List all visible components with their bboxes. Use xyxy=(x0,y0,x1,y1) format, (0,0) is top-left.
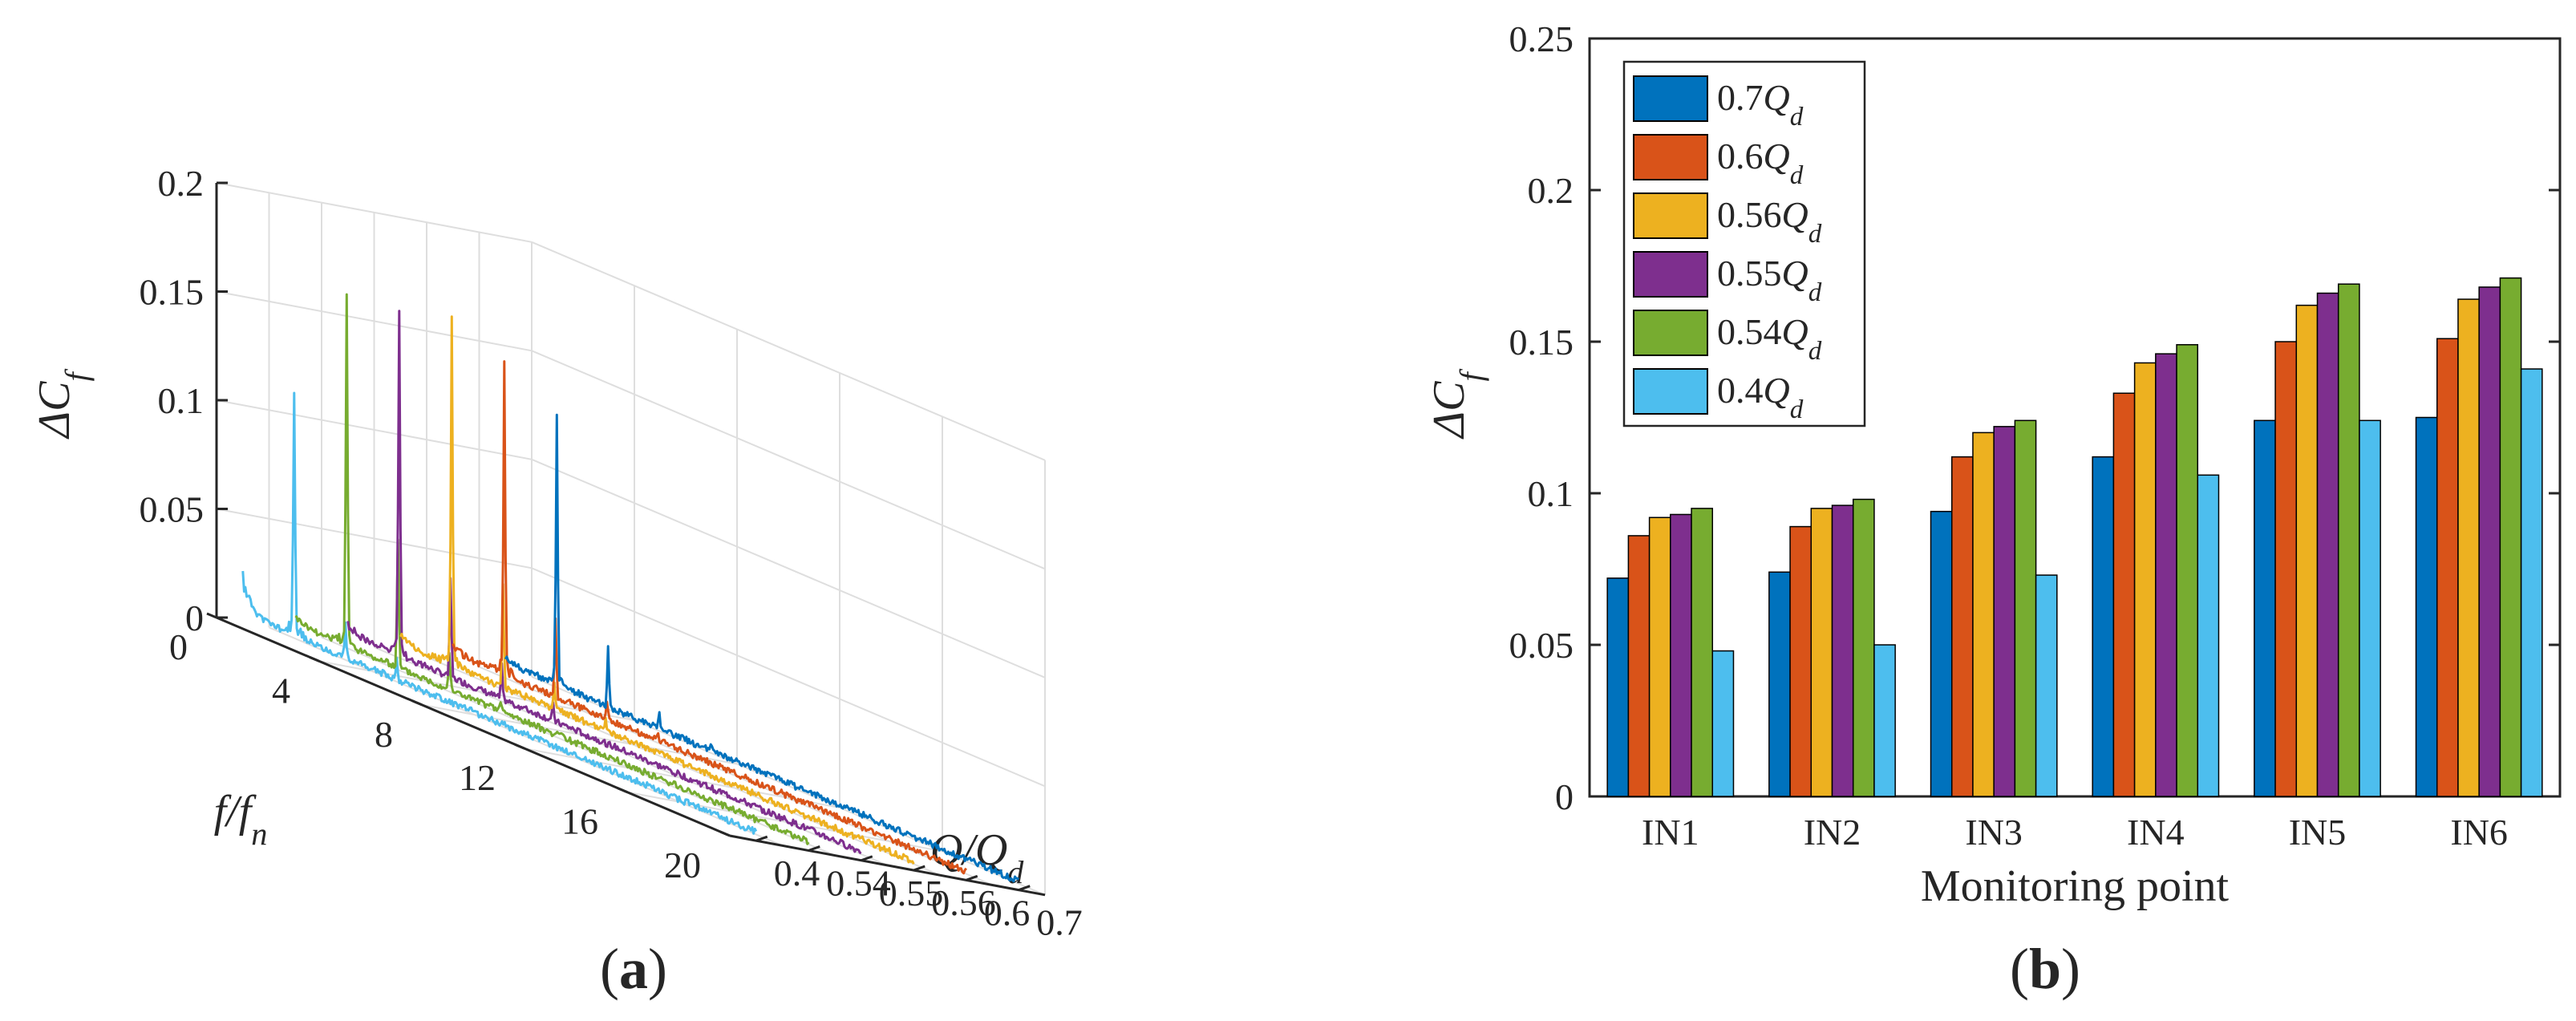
y-tick-label: 0.4 xyxy=(774,853,820,893)
grid-line xyxy=(532,350,1045,569)
bar-IN1-0-56 xyxy=(1650,517,1671,796)
bar-IN4-0-6 xyxy=(2113,393,2134,796)
y-tick-label: 0.7 xyxy=(1036,902,1083,943)
legend-swatch-0-4 xyxy=(1634,369,1707,414)
bar-IN1-0-6 xyxy=(1628,536,1649,796)
bar-IN1-0-4 xyxy=(1712,651,1733,796)
bar-IN6-0-4 xyxy=(2521,369,2542,796)
y-tick-label: 0.1 xyxy=(1528,473,1574,514)
y-tick-label: 0 xyxy=(1555,776,1574,817)
bar-IN3-0-7 xyxy=(1931,512,1952,796)
bar-IN4-0-4 xyxy=(2197,475,2218,796)
x-tick-label: 12 xyxy=(459,757,496,798)
x-tick-mark xyxy=(720,832,730,836)
bar-IN6-0-7 xyxy=(2416,418,2437,797)
spectrum-line-0-6 xyxy=(453,362,966,873)
x-tick-label: 8 xyxy=(375,714,393,755)
bar-IN5-0-4 xyxy=(2359,420,2380,796)
bar-IN2-0-56 xyxy=(1811,508,1832,796)
x-axis-label: f/fn xyxy=(214,787,268,852)
bar-IN3-0-6 xyxy=(1952,457,1973,796)
grid-line xyxy=(269,627,783,845)
bar-IN3-0-55 xyxy=(1994,427,2015,796)
x-axis-line xyxy=(217,618,730,836)
bar-IN2-0-7 xyxy=(1769,572,1790,796)
bar-IN1-0-7 xyxy=(1607,578,1628,796)
x-tick-label: 0 xyxy=(169,626,188,667)
legend-swatch-0-6 xyxy=(1634,135,1707,180)
spectrum-line-0-4 xyxy=(243,393,756,833)
grid-line xyxy=(532,242,1045,460)
x-tick-label: 4 xyxy=(272,670,290,711)
z-tick-label: 0.2 xyxy=(158,163,205,204)
bar-IN2-0-55 xyxy=(1833,505,1853,796)
z-tick-label: 0.15 xyxy=(140,272,205,313)
legend-swatch-0-54 xyxy=(1634,310,1707,355)
x-tick-mark xyxy=(207,614,217,618)
x-tick-label: IN3 xyxy=(1965,812,2023,853)
y-tick-label: 0.2 xyxy=(1528,170,1574,211)
x-tick-mark xyxy=(412,701,422,705)
legend-swatch-0-55 xyxy=(1634,252,1707,297)
bar-IN2-0-54 xyxy=(1853,500,1874,796)
legend-swatch-0-7 xyxy=(1634,76,1707,121)
grid-line xyxy=(532,460,1045,678)
bar-IN3-0-56 xyxy=(1973,432,1994,796)
spectrum-line-0-55 xyxy=(348,311,861,853)
figure: 00.050.10.150.2048121620 0.4 0.540.550.560… xyxy=(0,0,2576,1021)
x-tick-label: IN4 xyxy=(2127,812,2185,853)
y-axis-label: ΔCf xyxy=(1424,368,1489,439)
x-tick-mark xyxy=(618,788,627,792)
legend-swatch-0-56 xyxy=(1634,193,1707,238)
x-tick-mark xyxy=(515,744,525,748)
bar-IN1-0-54 xyxy=(1691,508,1712,796)
z-tick-label: 0 xyxy=(185,598,204,638)
bar-IN4-0-55 xyxy=(2156,354,2177,796)
z-tick-label: 0.05 xyxy=(140,489,205,530)
x-tick-label: IN2 xyxy=(1804,812,1861,853)
x-tick-mark xyxy=(310,657,319,661)
bar-IN6-0-54 xyxy=(2500,278,2521,796)
panel-b-bar-chart: 0 0.05 0.1 0.15 0.2 0.25 IN1 IN2 IN3 IN4 IN5 IN6 Mon… xyxy=(1424,18,2560,911)
bar-IN4-0-56 xyxy=(2135,363,2156,796)
bar-IN3-0-4 xyxy=(2036,575,2057,796)
bar-IN6-0-55 xyxy=(2479,287,2500,796)
bar-IN3-0-54 xyxy=(2015,420,2035,796)
bar-IN2-0-4 xyxy=(1874,645,1895,796)
bar-IN5-0-54 xyxy=(2339,284,2359,796)
bar-IN4-0-54 xyxy=(2177,345,2197,796)
y-tick-label: 0.25 xyxy=(1509,18,1574,59)
y-tick-label: 0.05 xyxy=(1509,625,1574,666)
bar-IN5-0-6 xyxy=(2275,342,2296,796)
bar-IN2-0-6 xyxy=(1790,527,1811,796)
z-tick-label: 0.1 xyxy=(158,380,205,421)
bar-IN5-0-7 xyxy=(2254,420,2275,796)
x-tick-label: IN5 xyxy=(2289,812,2347,853)
bar-IN1-0-55 xyxy=(1671,514,1691,796)
x-axis-label: Monitoring point xyxy=(1921,861,2230,911)
bar-IN6-0-6 xyxy=(2437,338,2458,796)
x-tick-label: IN1 xyxy=(1642,812,1699,853)
x-tick-label: IN6 xyxy=(2450,812,2508,853)
panel-a-label: (a) xyxy=(600,937,667,1001)
y-tick-label: 0.6 xyxy=(984,892,1031,933)
bar-IN4-0-7 xyxy=(2092,457,2113,796)
bar-IN6-0-56 xyxy=(2458,299,2479,796)
z-axis-label: ΔCf xyxy=(30,368,95,439)
bar-IN5-0-55 xyxy=(2318,294,2339,796)
x-tick-label: 16 xyxy=(561,801,598,842)
y-tick-label: 0.15 xyxy=(1509,322,1574,363)
x-tick-label: 20 xyxy=(664,845,701,885)
bar-IN5-0-56 xyxy=(2296,306,2317,796)
panel-b-label: (b) xyxy=(2010,937,2080,1001)
